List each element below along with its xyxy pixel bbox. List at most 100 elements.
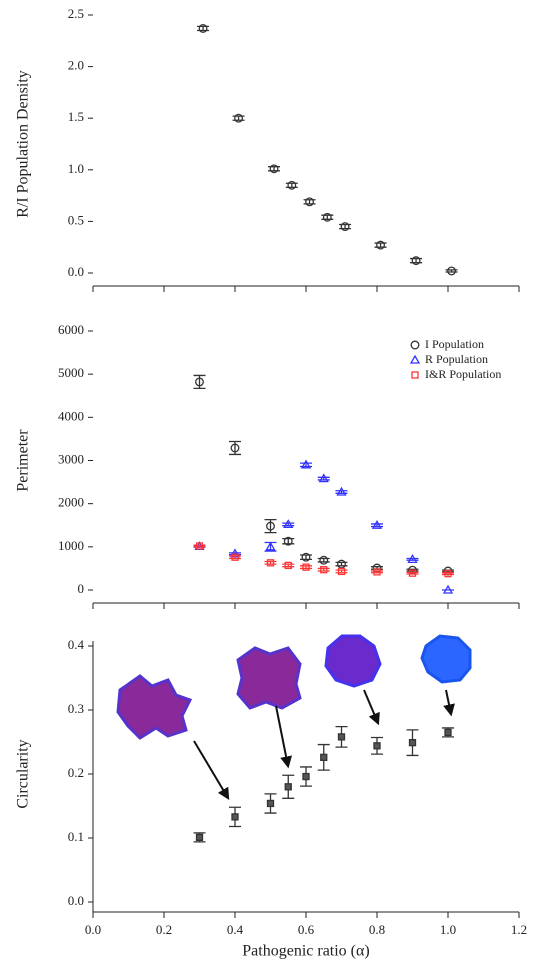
legend-label: I Population (425, 337, 484, 351)
y-axis-label: Circularity (15, 739, 32, 808)
error-bar (410, 257, 423, 264)
point (407, 554, 418, 564)
point (230, 443, 240, 453)
cluster-image (324, 634, 382, 688)
point (371, 519, 383, 529)
x-tick-label: 1.2 (511, 922, 527, 937)
y-tick-label: 1.0 (68, 161, 84, 176)
point (411, 256, 421, 266)
legend-label: I&R Population (425, 367, 501, 381)
point (302, 772, 310, 781)
y-tick-label: 0.2 (68, 765, 84, 780)
error-bar (406, 571, 419, 575)
y-tick-label: 2.0 (68, 58, 84, 73)
point (269, 164, 279, 174)
point (302, 563, 310, 571)
point (408, 569, 417, 577)
y-tick-label: 3000 (58, 451, 84, 466)
y-tick-label: 2000 (58, 495, 84, 510)
y-tick-label: 0.4 (68, 637, 85, 652)
point (283, 536, 293, 546)
point (301, 552, 311, 562)
point (340, 222, 350, 232)
y-tick-label: 0.0 (68, 264, 84, 279)
series (197, 23, 458, 276)
point (408, 738, 417, 747)
x-tick-label: 0.4 (227, 922, 244, 937)
series (193, 725, 454, 843)
error-bar (374, 242, 387, 248)
error-bar (300, 565, 312, 570)
point (444, 728, 452, 737)
point (265, 541, 276, 551)
x-tick-label: 1.0 (440, 922, 456, 937)
error-bar (229, 555, 241, 560)
point (198, 23, 208, 33)
y-tick-label: 6000 (58, 322, 84, 337)
error-bar (282, 537, 295, 545)
legend-label: R Population (425, 352, 488, 366)
error-bar (317, 567, 330, 572)
y-tick-label: 2.5 (68, 6, 84, 21)
point (234, 113, 243, 123)
point (231, 553, 239, 561)
point (319, 555, 329, 565)
error-bar (303, 199, 316, 205)
cluster-image (116, 674, 193, 740)
error-bar (197, 25, 210, 32)
point (287, 180, 297, 190)
error-bar (193, 544, 206, 548)
y-tick-label: 0.0 (68, 893, 84, 908)
error-bar (282, 563, 295, 568)
y-tick-label: 1.5 (68, 109, 84, 124)
point (322, 212, 332, 222)
point (337, 567, 346, 576)
error-bar (232, 115, 245, 121)
point (376, 240, 385, 250)
error-bar (321, 214, 334, 220)
point (195, 833, 204, 842)
error-bar (335, 569, 348, 574)
point (266, 521, 275, 531)
error-bar (300, 554, 312, 561)
error-bar (300, 462, 312, 468)
error-bar (268, 166, 281, 172)
series (193, 374, 454, 576)
y-tick-label: 4000 (58, 408, 84, 423)
arrow (443, 689, 455, 717)
y-axis-label: R/I Population Density (15, 70, 32, 218)
x-axis-label: Pathogenic ratio (α) (242, 943, 369, 960)
point (284, 561, 292, 570)
y-tick-label: 5000 (58, 365, 84, 380)
point (284, 783, 292, 791)
y-tick-label: 0 (78, 581, 85, 596)
point (373, 742, 381, 750)
error-bar (285, 182, 298, 188)
arrow (193, 740, 230, 801)
y-axis-label: Perimeter (15, 429, 32, 492)
point (300, 459, 312, 469)
legend-marker (410, 340, 420, 350)
point (305, 197, 314, 207)
y-tick-label: 0.1 (68, 829, 84, 844)
x-tick-label: 0.2 (156, 922, 172, 937)
point (266, 559, 275, 567)
error-bar (371, 570, 383, 574)
cluster-image (236, 646, 302, 710)
error-bar (442, 572, 454, 576)
y-tick-label: 1000 (58, 538, 84, 553)
x-tick-label: 0.6 (298, 922, 315, 937)
y-tick-label: 0.3 (68, 701, 84, 716)
point (373, 568, 381, 576)
x-tick-label: 0.8 (369, 922, 385, 937)
point (444, 569, 452, 578)
point (283, 519, 294, 529)
error-bar (339, 223, 352, 230)
point (195, 542, 204, 550)
cluster-image (420, 634, 472, 684)
point (442, 584, 454, 594)
point (195, 377, 204, 387)
error-bar (371, 523, 383, 528)
arrow (275, 705, 293, 769)
